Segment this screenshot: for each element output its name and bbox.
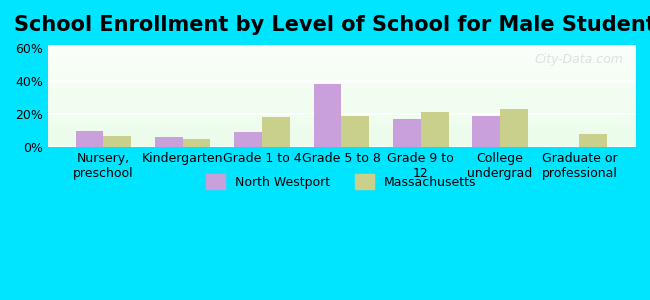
Bar	[473, 116, 500, 147]
Title: School Enrollment by Level of School for Male Students: School Enrollment by Level of School for…	[14, 15, 650, 35]
Bar	[313, 85, 341, 147]
Bar	[155, 137, 183, 147]
Bar	[421, 112, 448, 147]
Bar	[75, 130, 103, 147]
Bar	[579, 134, 607, 147]
Bar	[393, 119, 421, 147]
Bar	[234, 132, 262, 147]
Bar	[183, 139, 211, 147]
Bar	[103, 136, 131, 147]
Legend: North Westport, Massachusetts: North Westport, Massachusetts	[202, 169, 482, 194]
Bar	[262, 117, 290, 147]
Bar	[341, 116, 369, 147]
Bar	[500, 109, 528, 147]
Text: City-Data.com: City-Data.com	[534, 53, 623, 66]
